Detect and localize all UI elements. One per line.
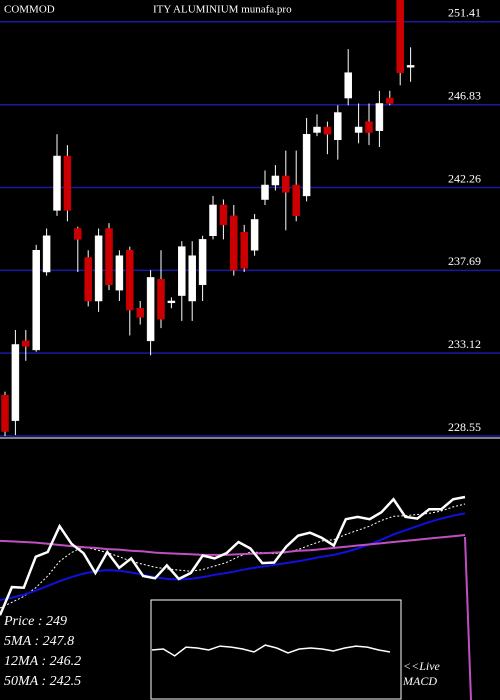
macd-label: MACD <box>402 674 437 688</box>
candle-body <box>94 235 103 302</box>
info-50ma: 50MA : 242.5 <box>4 674 81 689</box>
candle-body <box>167 300 176 304</box>
y-tick-label: 246.83 <box>448 88 481 102</box>
ma-line <box>0 534 466 556</box>
ma-line <box>0 503 466 609</box>
ma-line <box>0 512 466 601</box>
ma-drop <box>464 536 472 700</box>
candle-body <box>375 103 384 131</box>
candle-body <box>240 231 248 269</box>
live-label: <<Live <box>403 659 441 673</box>
info-price: Price : 249 <box>3 614 67 629</box>
candle-body <box>250 219 259 251</box>
candle-body <box>126 250 134 311</box>
candle-body <box>313 126 321 133</box>
candle-body <box>53 155 61 211</box>
candle-body <box>74 228 82 240</box>
candle-body <box>157 279 165 320</box>
y-tick-label: 251.41 <box>448 5 481 19</box>
candle-body <box>386 97 394 104</box>
candle-body <box>230 215 238 271</box>
candle-body <box>354 126 363 133</box>
candle-body <box>271 175 280 186</box>
chart-title: COMMOD <box>4 4 55 16</box>
candle-body <box>32 250 40 351</box>
candle-body <box>261 184 269 200</box>
candle-body <box>84 257 92 302</box>
y-tick-label: 233.12 <box>448 337 481 351</box>
candle-body <box>178 246 186 296</box>
candle-body <box>302 134 311 197</box>
candle-body <box>198 239 207 285</box>
candle-body <box>115 255 124 291</box>
candle-body <box>292 184 300 217</box>
candle-body <box>11 344 20 421</box>
info-5ma: 5MA : 247.8 <box>4 634 74 649</box>
info-12ma: 12MA : 246.2 <box>4 654 81 669</box>
candle-body <box>105 228 113 285</box>
candle-body <box>188 255 196 302</box>
y-tick-label: 228.55 <box>448 420 481 434</box>
candle-body <box>334 112 342 140</box>
macd-box <box>150 599 402 700</box>
candle-body <box>365 121 373 133</box>
chart-title: ITY ALUMINIUM munafa.pro <box>153 4 292 16</box>
candle-body <box>344 72 352 99</box>
price-line <box>0 495 466 616</box>
candle-body <box>323 126 332 135</box>
candle-body <box>22 340 30 347</box>
candle-body <box>282 175 290 193</box>
macd-line <box>151 644 391 657</box>
candle-body <box>209 204 217 237</box>
y-tick-label: 237.69 <box>448 254 481 268</box>
candle-body <box>42 235 51 273</box>
candle-body <box>219 204 228 226</box>
y-tick-label: 242.26 <box>448 171 481 185</box>
candle-body <box>63 155 72 211</box>
candle-body <box>1 394 9 432</box>
candle-body <box>406 65 415 68</box>
candle-body <box>396 0 404 73</box>
candle-body <box>146 277 155 342</box>
candle-body <box>136 307 144 318</box>
